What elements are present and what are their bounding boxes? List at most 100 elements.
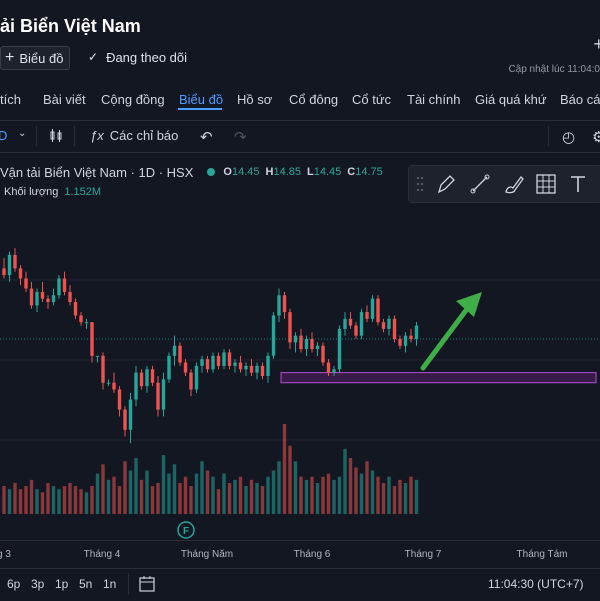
- x-tick-label: Tháng 7: [404, 549, 442, 560]
- volume-bar: [409, 476, 413, 514]
- tab-posts[interactable]: Bài viết: [43, 92, 86, 107]
- drag-handle-icon[interactable]: [415, 173, 425, 195]
- candle-body: [244, 365, 248, 370]
- volume-bar: [227, 482, 232, 514]
- candle-body: [167, 355, 171, 380]
- volume-bar: [381, 482, 386, 514]
- text-tool-icon[interactable]: [567, 173, 589, 195]
- volume-bar: [7, 489, 12, 514]
- event-marker-label: F: [183, 526, 189, 537]
- candle-body: [161, 379, 166, 410]
- candle-body: [255, 365, 259, 373]
- candle-body: [13, 254, 17, 269]
- candle-body: [299, 335, 303, 350]
- candle-body: [40, 291, 45, 299]
- undo-icon[interactable]: ↶: [200, 129, 213, 146]
- candlestick-chart[interactable]: F: [0, 200, 600, 540]
- volume-bar: [95, 473, 100, 514]
- volume-bar: [359, 473, 364, 514]
- candle-body: [216, 355, 221, 366]
- date-range-icon[interactable]: [138, 575, 156, 596]
- trend-arrow-head: [456, 292, 482, 317]
- indicators-button[interactable]: ƒx Các chỉ báo: [90, 128, 178, 143]
- volume-bar: [18, 489, 23, 514]
- chevron-down-icon[interactable]: ⌄: [18, 128, 27, 139]
- candle-body: [227, 352, 232, 366]
- follow-button[interactable]: ✓ Đang theo dõi: [88, 46, 187, 68]
- candle-body: [145, 369, 149, 387]
- tab-chart[interactable]: Biểu đồ: [179, 92, 224, 107]
- volume-label: Khối lượng: [4, 186, 59, 198]
- interval-button[interactable]: D: [0, 128, 8, 143]
- tab-community[interactable]: Cộng đồng: [101, 92, 165, 107]
- volume-bar: [238, 476, 243, 514]
- candle-body: [200, 359, 204, 366]
- volume-bar: [282, 424, 287, 514]
- tab-price-history[interactable]: Giá quá khứ: [475, 92, 547, 107]
- event-marker: [177, 521, 195, 539]
- grid-icon[interactable]: [535, 173, 557, 195]
- drawing-toolbar: [408, 165, 600, 203]
- tab-dividends[interactable]: Cổ tức: [352, 92, 392, 107]
- volume-bar: [57, 489, 61, 514]
- add-chart-button[interactable]: + Biểu đồ: [0, 46, 71, 70]
- candle-body: [354, 325, 358, 336]
- candle-body: [128, 399, 133, 430]
- timeframe-1p[interactable]: 1p: [55, 577, 69, 591]
- timeframe-6p[interactable]: 6p: [7, 577, 21, 591]
- tab-finance[interactable]: Tài chính: [407, 92, 461, 107]
- candle-body: [150, 369, 155, 383]
- brush-icon[interactable]: [503, 173, 525, 195]
- candle-body: [139, 372, 144, 387]
- redo-icon[interactable]: ↷: [234, 129, 247, 146]
- follow-label: Đang theo dõi: [106, 49, 188, 65]
- candle-body: [266, 355, 270, 376]
- page-title: ải Biển Việt Nam: [0, 16, 141, 36]
- tab-reports[interactable]: Báo cáo: [560, 92, 600, 107]
- volume-bar: [106, 479, 111, 514]
- pen-icon[interactable]: [435, 173, 457, 195]
- gear-icon[interactable]: ⚙: [592, 129, 600, 146]
- x-tick-label: Tháng 4: [83, 549, 121, 560]
- timeframe-5n[interactable]: 5n: [79, 577, 93, 591]
- plus-icon: +: [5, 49, 15, 66]
- corner-plus-icon[interactable]: +: [593, 34, 600, 54]
- candle-body: [332, 369, 336, 373]
- candle-body: [79, 315, 83, 323]
- candle-body: [24, 278, 28, 289]
- tab-analysis[interactable]: tích: [0, 92, 21, 107]
- candle-body: [271, 315, 276, 356]
- alert-clock-icon[interactable]: ◴: [562, 129, 576, 146]
- timeframe-1n[interactable]: 1n: [103, 577, 117, 591]
- candle-body: [398, 339, 402, 346]
- volume-bar: [398, 479, 402, 514]
- volume-bar: [216, 489, 221, 514]
- candles-icon[interactable]: [48, 128, 64, 144]
- chart-toolbar: D ⌄ ƒx Các chỉ báo ↶ ↷ ◴ ⚙: [0, 122, 600, 153]
- x-tick-label: Tháng Năm: [180, 549, 234, 560]
- volume-bar: [354, 467, 358, 514]
- timeframe-3p[interactable]: 3p: [31, 577, 45, 591]
- candle-body: [35, 291, 39, 306]
- candle-body: [293, 335, 298, 343]
- market-status-icon: [207, 168, 216, 176]
- fx-icon: ƒx: [90, 128, 104, 143]
- candle-body: [277, 295, 281, 316]
- volume-bar: [79, 489, 83, 514]
- candle-body: [260, 365, 265, 376]
- trend-line-icon[interactable]: [469, 173, 491, 195]
- volume-bar: [244, 486, 248, 514]
- volume-bar: [414, 479, 419, 514]
- volume-bar: [310, 476, 314, 514]
- high-value: H14.85: [265, 166, 301, 178]
- tab-profile[interactable]: Hồ sơ: [237, 92, 273, 107]
- volume-bar: [73, 486, 78, 514]
- candle-body: [112, 382, 116, 390]
- candle-body: [392, 318, 397, 339]
- candle-body: [365, 312, 369, 319]
- candle-body: [189, 372, 193, 390]
- volume-bar: [255, 482, 259, 514]
- tab-shareholders[interactable]: Cổ đông: [289, 92, 339, 107]
- volume-bar: [134, 458, 138, 514]
- candle-body: [282, 295, 287, 313]
